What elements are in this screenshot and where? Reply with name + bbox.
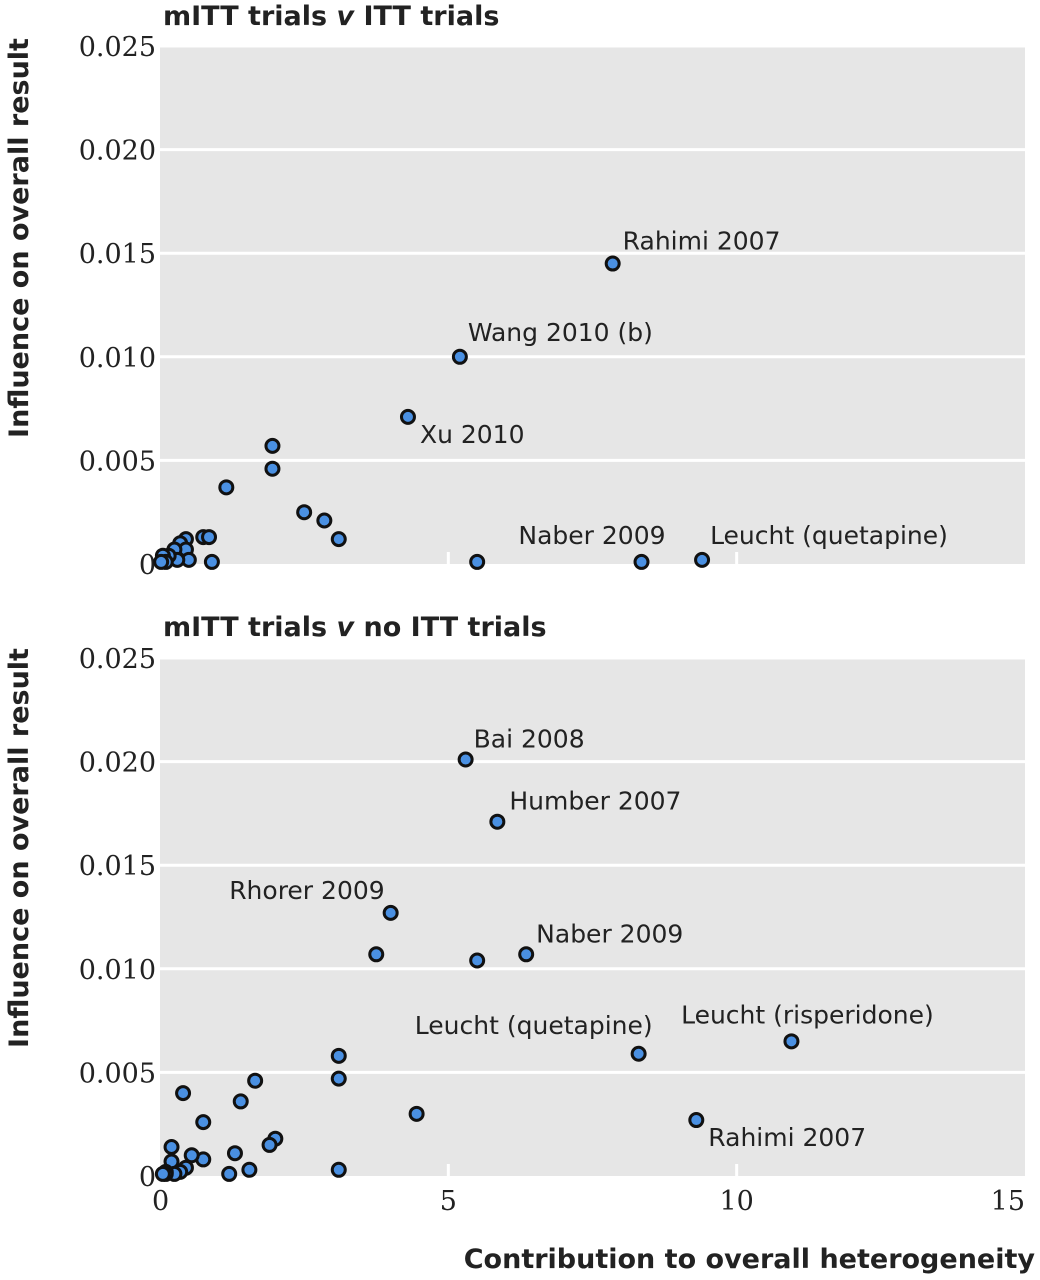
panel-bottom: mITT trials v no ITT trials Influence on… — [4, 612, 1035, 1275]
x-axis-title: Contribution to overall heterogeneity — [464, 1244, 1036, 1275]
panel-top-y-tick-label: 0.020 — [79, 136, 156, 167]
data-point — [264, 460, 281, 477]
data-point — [518, 946, 535, 963]
panel-bottom-points — [154, 751, 800, 1182]
point-label: Leucht (quetapine) — [415, 1011, 653, 1040]
point-label: Bai 2008 — [474, 725, 585, 754]
data-point — [783, 1033, 800, 1050]
data-point — [195, 1114, 212, 1131]
data-point — [232, 1093, 249, 1110]
data-point — [330, 1161, 347, 1178]
data-point — [399, 408, 416, 425]
point-label: Naber 2009 — [518, 521, 665, 550]
panel-bottom-title: mITT trials v no ITT trials — [163, 612, 547, 643]
data-point — [153, 553, 170, 570]
data-point — [175, 1085, 192, 1102]
panel-top-annotations: Rahimi 2007 Wang 2010 (b) Xu 2010 Naber 200… — [420, 227, 948, 550]
data-point — [203, 553, 220, 570]
panel-bottom-y-ticks: 0 0.005 0.010 0.015 0.020 0.025 — [79, 644, 156, 1193]
panel-bottom-y-tick-label: 0 — [139, 1162, 156, 1193]
data-point — [221, 1165, 238, 1182]
data-point — [264, 437, 281, 454]
point-label: Humber 2007 — [509, 787, 681, 816]
data-point — [694, 551, 711, 568]
data-point — [226, 1145, 243, 1162]
point-label: Rahimi 2007 — [623, 227, 781, 256]
panel-bottom-annotations: Bai 2008 Humber 2007 Rhorer 2009 Naber 2009… — [229, 725, 934, 1153]
panel-bottom-grid — [160, 656, 1025, 1176]
point-label: Rahimi 2007 — [708, 1123, 866, 1152]
data-point — [247, 1072, 264, 1089]
panel-top-y-tick-label: 0.015 — [79, 239, 156, 270]
data-point — [330, 1070, 347, 1087]
x-tick-label: 10 — [719, 1186, 753, 1217]
panel-top-grid — [160, 44, 1025, 564]
point-label: Naber 2009 — [536, 919, 683, 948]
panel-top-y-tick-label: 0.025 — [79, 32, 156, 63]
x-tick-label: 15 — [991, 1186, 1025, 1217]
panel-bottom-y-tick-label: 0.015 — [79, 851, 156, 882]
data-point — [261, 1136, 278, 1153]
data-point — [688, 1112, 705, 1129]
data-point — [368, 946, 385, 963]
data-point — [218, 479, 235, 496]
data-point — [604, 255, 621, 272]
panel-bottom-y-tick-label: 0.020 — [79, 748, 156, 779]
panel-top-y-tick-label: 0.005 — [79, 446, 156, 477]
data-point — [469, 952, 486, 969]
data-point — [408, 1105, 425, 1122]
panel-bottom-y-tick-label: 0.010 — [79, 955, 156, 986]
point-label: Xu 2010 — [420, 420, 525, 449]
data-point — [489, 813, 506, 830]
data-point — [457, 751, 474, 768]
panel-bottom-y-axis-title: Influence on overall result — [4, 648, 35, 1048]
panel-top-plot-area — [160, 46, 1025, 564]
panel-bottom-y-tick-label: 0.005 — [79, 1058, 156, 1089]
data-point — [241, 1161, 258, 1178]
data-point — [330, 531, 347, 548]
panel-top-y-tick-label: 0 — [139, 550, 156, 581]
data-point — [633, 553, 650, 570]
data-point — [296, 504, 313, 521]
panel-top-points — [153, 255, 711, 570]
panel-bottom-x-ticks: 0 5 10 15 — [152, 1186, 1025, 1217]
data-point — [469, 553, 486, 570]
panel-top-y-ticks: 0 0.005 0.010 0.015 0.020 0.025 — [79, 32, 156, 581]
data-point — [154, 1165, 171, 1182]
data-point — [316, 512, 333, 529]
data-point — [183, 1147, 200, 1164]
point-label: Leucht (risperidone) — [681, 1000, 934, 1029]
data-point — [451, 348, 468, 365]
panel-bottom-y-tick-label: 0.025 — [79, 644, 156, 675]
x-tick-label: 5 — [440, 1186, 457, 1217]
panel-top-y-tick-label: 0.010 — [79, 343, 156, 374]
point-label: Wang 2010 (b) — [468, 318, 653, 347]
data-point — [163, 1138, 180, 1155]
panel-bottom-plot-area — [160, 658, 1025, 1176]
panel-top: mITT trials v ITT trials Influence on ov… — [4, 1, 1025, 581]
x-tick-label: 0 — [152, 1186, 169, 1217]
data-point — [630, 1045, 647, 1062]
data-point — [330, 1047, 347, 1064]
data-point — [382, 904, 399, 921]
panel-top-title: mITT trials v ITT trials — [163, 1, 499, 32]
panel-top-y-axis-title: Influence on overall result — [4, 38, 35, 438]
data-point — [201, 529, 218, 546]
point-label: Leucht (quetapine) — [710, 521, 948, 550]
point-label: Rhorer 2009 — [229, 876, 384, 905]
